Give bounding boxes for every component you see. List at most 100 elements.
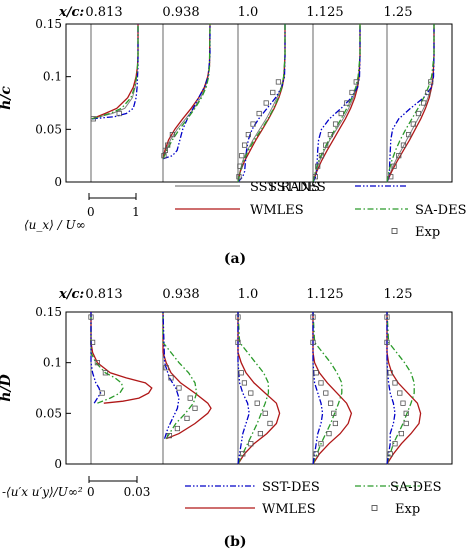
sst-des-profile (312, 312, 324, 465)
legend-sa-des-label: SA-DES (415, 203, 467, 218)
sst-rans-profile (237, 24, 286, 183)
exp-marker (254, 400, 260, 406)
exp-marker (250, 121, 256, 127)
exp-marker (331, 410, 337, 416)
exp-marker (90, 339, 96, 346)
panel-b-scale-tick-label: 0 (87, 485, 95, 499)
legend-exp-marker (371, 505, 378, 511)
exp-marker (387, 451, 393, 457)
panel-b-caption: (b) (223, 534, 246, 550)
sst-rans-profile (91, 24, 139, 120)
exp-marker (163, 365, 169, 371)
panel-b-scale-label: -⟨u′x u′y⟩/U∞² (2, 485, 83, 499)
panel-b-station-label: 1.125 (306, 287, 343, 302)
exp-marker (391, 163, 397, 169)
panel-b-station-prefix: x/c: (58, 287, 84, 302)
panel-b-ytick-label: 0.15 (35, 305, 62, 319)
exp-marker (398, 430, 405, 437)
exp-marker (396, 153, 402, 159)
exp-marker (257, 430, 264, 437)
legend-sst-des-label: SST-DES (262, 480, 320, 495)
panel-b-frame (65, 311, 453, 465)
sst-des-profile (312, 24, 361, 183)
panel-a-station-label: 1.125 (306, 5, 343, 20)
legend-exp-marker (391, 228, 398, 234)
exp-marker (310, 314, 316, 320)
wmles-profile (386, 312, 422, 465)
exp-marker (397, 390, 403, 396)
exp-marker (256, 110, 262, 117)
panel-a-station-prefix: x/c: (58, 5, 84, 20)
exp-marker (318, 441, 324, 447)
panel-a: x/c: h/c ⟨u_x⟩ / U∞ (a) 0 0.05 0.1 0.15 0.81… (0, 5, 467, 267)
sa-des-profile (162, 23, 211, 160)
wmles-profile (91, 24, 139, 120)
exp-marker (174, 425, 180, 432)
sst-des-profile (91, 24, 139, 120)
exp-marker (318, 153, 325, 159)
panel-b-ytick-label: 0.05 (35, 406, 62, 420)
sa-des-profile (237, 24, 286, 183)
exp-marker (349, 89, 355, 96)
sa-des-profile (386, 24, 435, 183)
exp-marker (313, 370, 319, 376)
exp-marker (315, 163, 321, 169)
exp-marker (162, 147, 168, 153)
exp-marker (248, 390, 254, 396)
wmles-profile (386, 24, 435, 183)
exp-marker (237, 163, 243, 169)
exp-marker (323, 142, 329, 148)
panel-b-ytick-label: 0.1 (43, 356, 62, 370)
sa-des-profile (237, 311, 270, 465)
exp-marker (102, 370, 108, 376)
exp-marker (245, 131, 251, 138)
exp-marker (353, 79, 359, 85)
exp-marker (384, 314, 390, 320)
exp-marker (236, 174, 242, 180)
panel-a-station-label: 0.938 (162, 5, 199, 20)
panel-a-ylabel: h/c (0, 86, 14, 110)
legend-sa-des-label: SA-DES (390, 480, 442, 495)
panel-a-scale-tick-label: 1 (132, 205, 140, 219)
exp-marker (169, 131, 175, 138)
panel-a-station-label: 1.25 (384, 5, 413, 20)
exp-marker (318, 380, 324, 386)
exp-marker (323, 390, 329, 396)
exp-marker (403, 410, 409, 416)
exp-marker (425, 89, 431, 96)
exp-marker (410, 121, 416, 127)
panel-a-scale-tick-label: 0 (87, 205, 95, 219)
exp-marker (387, 370, 393, 376)
wmles-profile (162, 23, 211, 159)
sst-des-profile (237, 24, 286, 183)
exp-marker (176, 385, 182, 391)
exp-marker (262, 410, 268, 416)
exp-marker (263, 100, 269, 106)
exp-marker (99, 390, 105, 396)
exp-marker (166, 433, 172, 439)
exp-marker (184, 415, 190, 422)
legend-wmles-label: WMLES (250, 203, 304, 218)
legend-sst-des-label: SST-DES (268, 180, 326, 195)
exp-marker (327, 131, 333, 138)
exp-marker (240, 451, 246, 457)
exp-marker (161, 153, 167, 159)
sst-des-profile (90, 312, 102, 404)
panel-b: x/c: h/D -⟨u′x u′y⟩/U∞² (b) 0 0.05 0.1 0.15… (0, 287, 453, 550)
sst-des-profile (162, 24, 211, 160)
exp-marker (313, 451, 319, 457)
sst-des-profile (237, 312, 250, 465)
exp-marker (338, 110, 344, 117)
panel-b-station-label: 1.0 (238, 287, 259, 302)
exp-marker (388, 174, 394, 180)
exp-marker (332, 420, 339, 427)
exp-marker (241, 380, 247, 386)
sst-des-profile (162, 311, 180, 439)
sa-des-profile (162, 312, 198, 440)
exp-marker (332, 121, 339, 127)
wmles-profile (312, 312, 353, 465)
panel-b-station-label: 1.25 (384, 287, 413, 302)
panel-a-ytick-label: 0 (54, 175, 62, 189)
exp-marker (239, 153, 245, 159)
